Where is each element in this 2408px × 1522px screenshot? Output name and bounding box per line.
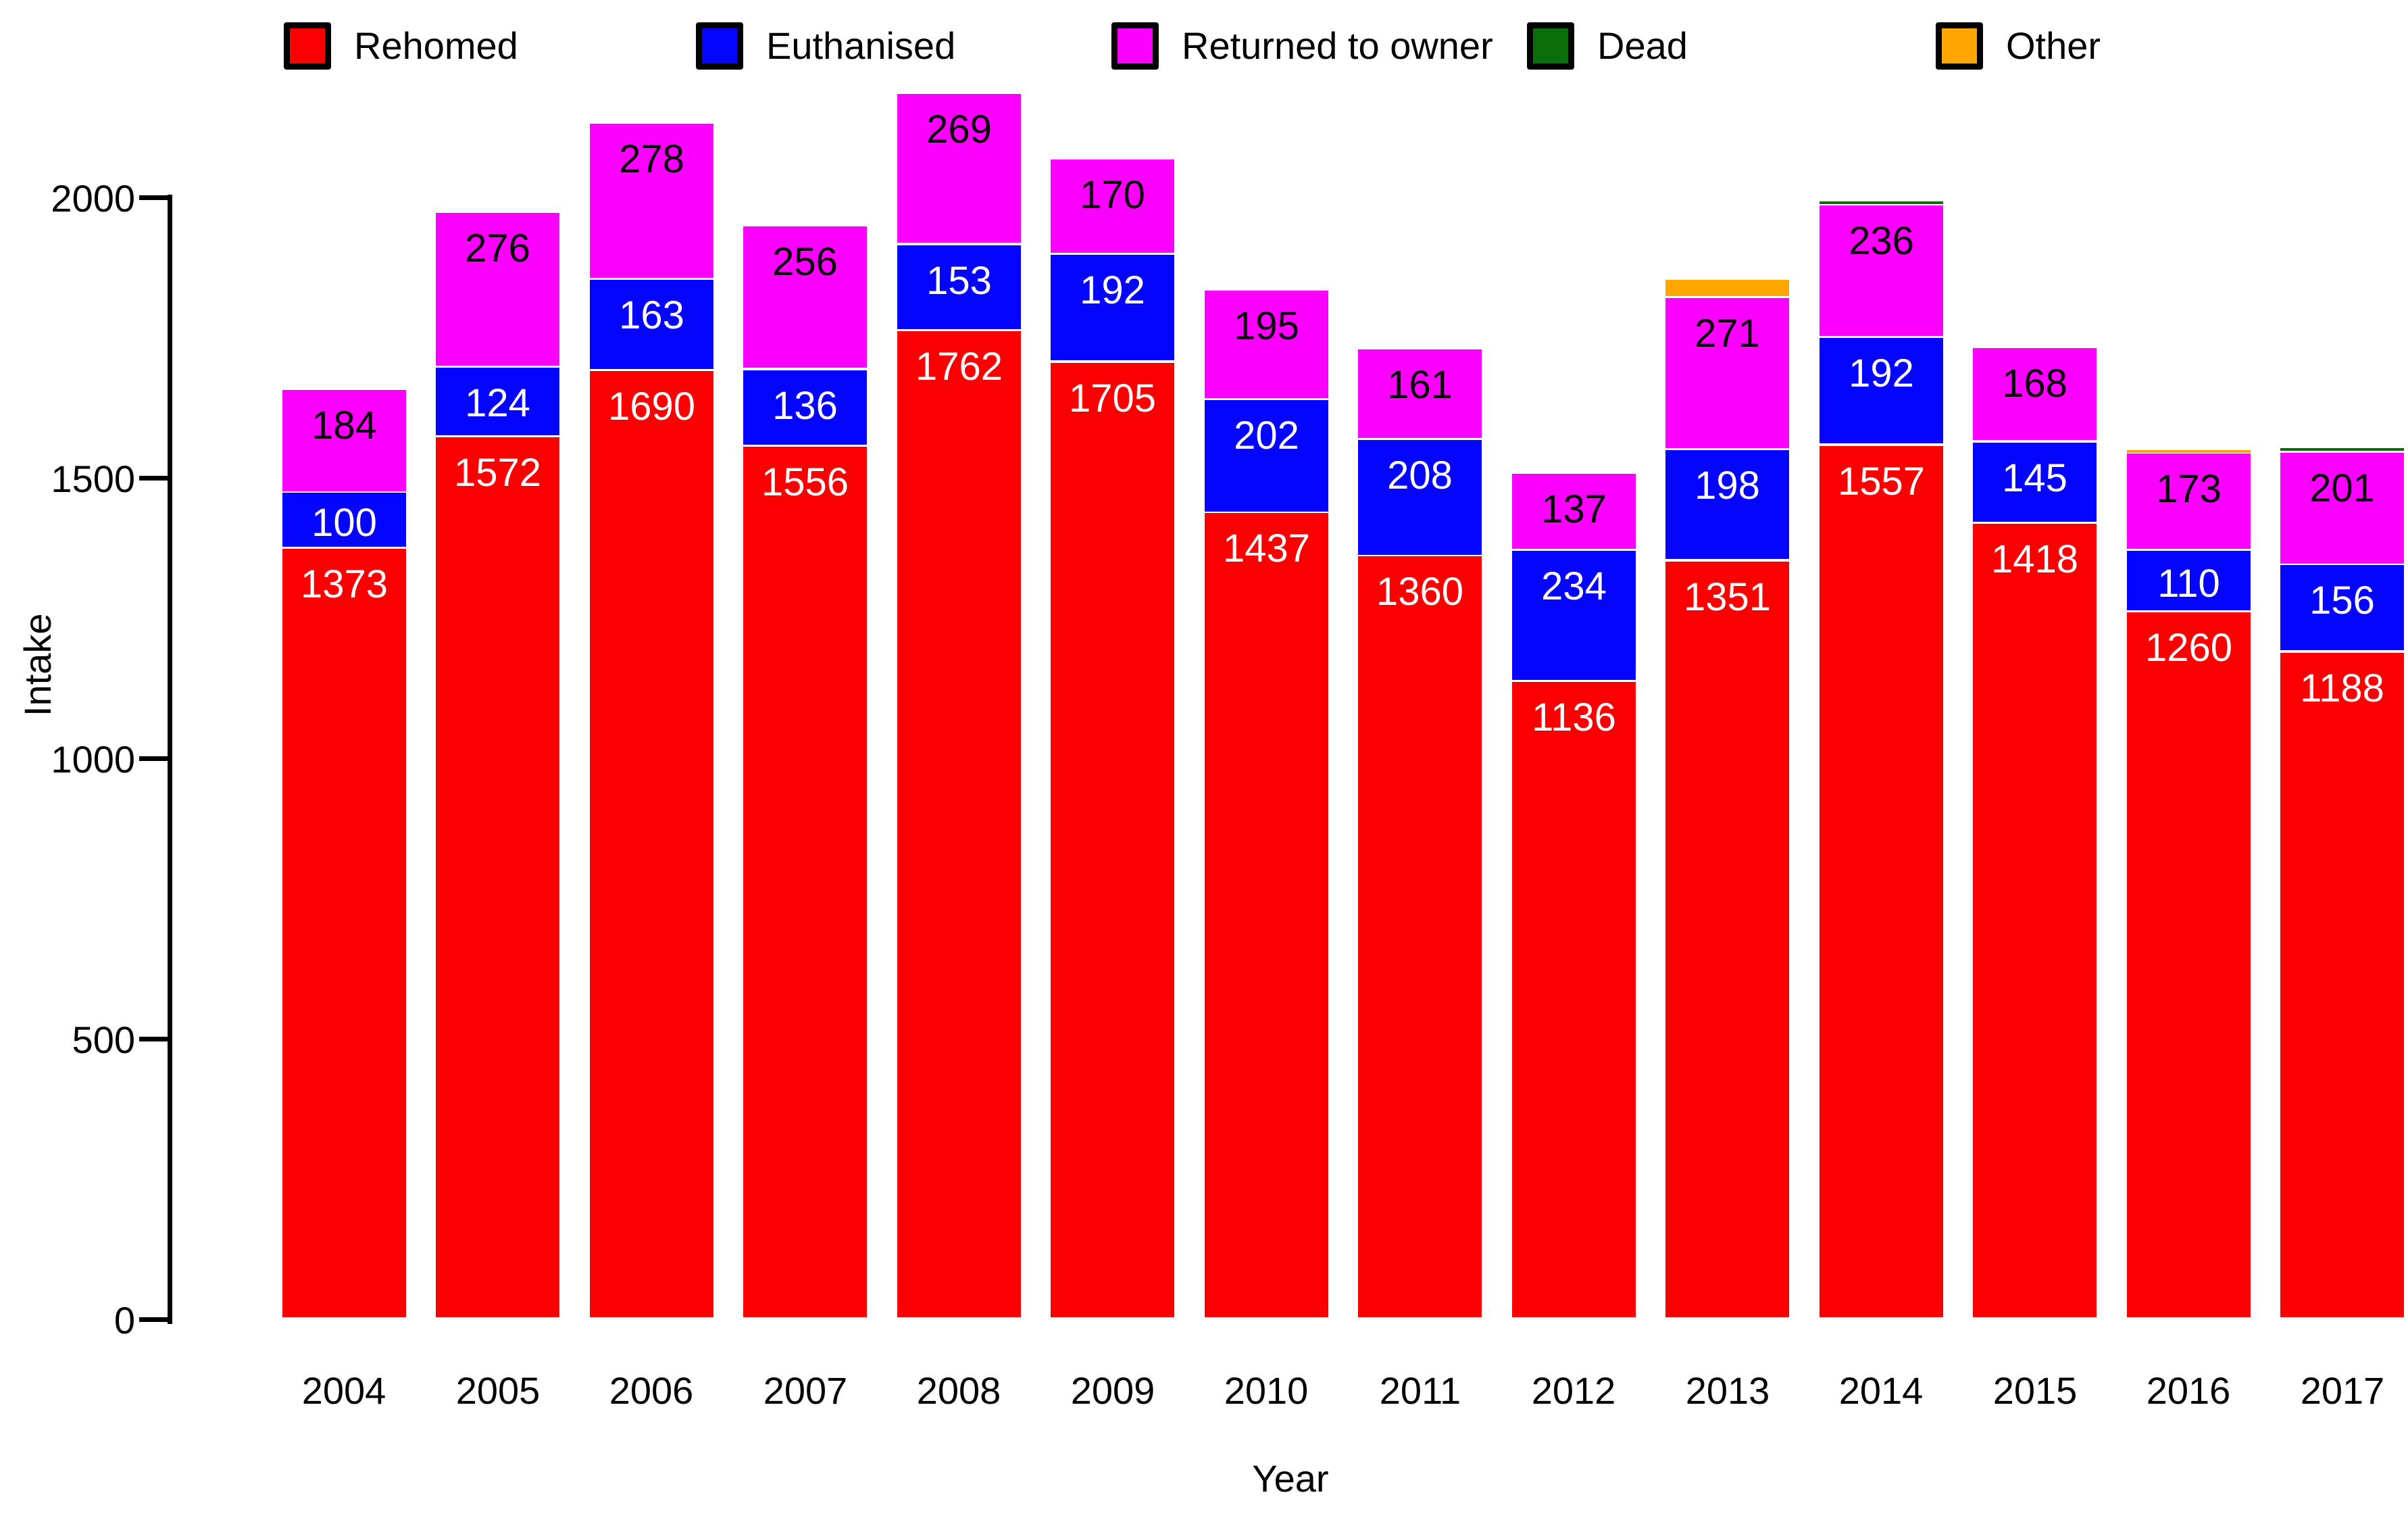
legend-swatch-icon	[1527, 22, 1574, 70]
y-tick-label: 1000	[51, 738, 135, 781]
x-tick-label-2009: 2009	[1070, 1369, 1155, 1412]
bar-segment-returned-to-owner-2013	[1665, 298, 1789, 448]
bar-segment-euthanised-2010	[1205, 400, 1328, 512]
bar-segment-rehomed-2009	[1051, 363, 1174, 1317]
bar-segment-rehomed-2015	[1973, 524, 2097, 1317]
bar-segment-rehomed-2010	[1205, 513, 1328, 1317]
bar-segment-euthanised-2007	[743, 370, 867, 445]
bar-segment-rehomed-2017	[2280, 653, 2404, 1317]
bar-segment-returned-to-owner-2007	[743, 226, 867, 368]
bar-segment-rehomed-2005	[436, 437, 559, 1317]
bar-segment-returned-to-owner-2009	[1051, 159, 1174, 253]
x-tick-label-2010: 2010	[1224, 1369, 1309, 1412]
bar-segment-returned-to-owner-2015	[1973, 348, 2097, 440]
bar-segment-rehomed-2004	[282, 549, 406, 1317]
bar-segment-returned-to-owner-2008	[897, 94, 1021, 243]
legend-item-dead: Dead	[1527, 22, 1688, 70]
x-tick-label-2004: 2004	[301, 1369, 386, 1412]
bar-segment-euthanised-2017	[2280, 565, 2404, 650]
x-tick-label-2011: 2011	[1379, 1369, 1461, 1412]
legend-item-other: Other	[1936, 22, 2101, 70]
bar-segment-returned-to-owner-2012	[1512, 474, 1636, 549]
x-tick-label-2015: 2015	[1992, 1369, 2078, 1412]
bar-segment-euthanised-2005	[436, 368, 559, 435]
bar-segment-returned-to-owner-2004	[282, 390, 406, 491]
bar-segment-euthanised-2008	[897, 245, 1021, 329]
y-tick-label: 500	[72, 1018, 135, 1061]
y-tick	[139, 756, 170, 761]
y-tick	[139, 476, 170, 481]
legend-label: Rehomed	[354, 24, 518, 67]
bar-segment-returned-to-owner-2010	[1205, 291, 1328, 398]
bar-segment-other-2013	[1665, 280, 1789, 296]
y-tick	[139, 1317, 170, 1322]
x-tick-label-2007: 2007	[763, 1369, 848, 1412]
bar-segment-rehomed-2007	[743, 447, 867, 1317]
legend-label: Returned to owner	[1182, 24, 1493, 67]
y-tick-label: 0	[114, 1299, 135, 1342]
y-tick-label: 2000	[51, 177, 135, 220]
x-tick-label-2016: 2016	[2146, 1369, 2231, 1412]
bar-segment-other-2016	[2127, 450, 2251, 453]
y-axis-title: Intake	[16, 613, 59, 716]
bar-segment-returned-to-owner-2014	[1820, 205, 1943, 336]
y-tick	[139, 195, 170, 200]
bar-segment-euthanised-2011	[1358, 440, 1482, 555]
y-tick	[139, 1037, 170, 1041]
x-tick-label-2014: 2014	[1838, 1369, 1924, 1412]
bar-segment-returned-to-owner-2006	[590, 124, 713, 278]
x-tick-label-2012: 2012	[1531, 1369, 1616, 1412]
bar-segment-returned-to-owner-2011	[1358, 349, 1482, 438]
bar-segment-rehomed-2014	[1820, 446, 1943, 1317]
legend-item-returned-to-owner: Returned to owner	[1111, 22, 1493, 70]
x-axis-title: Year	[1252, 1457, 1329, 1500]
bar-segment-returned-to-owner-2017	[2280, 453, 2404, 564]
bar-segment-euthanised-2016	[2127, 551, 2251, 610]
bar-segment-rehomed-2013	[1665, 562, 1789, 1317]
legend-swatch-icon	[284, 22, 331, 70]
bar-segment-rehomed-2011	[1358, 556, 1482, 1317]
bar-segment-euthanised-2015	[1973, 443, 2097, 522]
legend-label: Euthanised	[766, 24, 956, 67]
bar-segment-euthanised-2012	[1512, 551, 1636, 680]
x-tick-label-2013: 2013	[1685, 1369, 1770, 1412]
legend-item-euthanised: Euthanised	[696, 22, 956, 70]
legend-swatch-icon	[1111, 22, 1159, 70]
x-tick-label-2006: 2006	[609, 1369, 694, 1412]
legend-swatch-icon	[696, 22, 743, 70]
x-tick-label-2008: 2008	[916, 1369, 1001, 1412]
bar-segment-euthanised-2009	[1051, 255, 1174, 360]
bar-segment-dead-2017	[2280, 448, 2404, 451]
legend-item-rehomed: Rehomed	[284, 22, 518, 70]
bar-segment-euthanised-2004	[282, 493, 406, 547]
bar-segment-dead-2014	[1820, 201, 1943, 204]
bar-segment-euthanised-2013	[1665, 450, 1789, 559]
legend-label: Other	[2006, 24, 2101, 67]
legend-label: Dead	[1597, 24, 1688, 67]
y-tick-label: 1500	[51, 458, 135, 500]
bar-segment-rehomed-2008	[897, 331, 1021, 1317]
x-tick-label-2017: 2017	[2300, 1369, 2385, 1412]
bar-segment-returned-to-owner-2016	[2127, 453, 2251, 549]
legend-swatch-icon	[1936, 22, 1983, 70]
bar-segment-rehomed-2006	[590, 371, 713, 1317]
bar-segment-euthanised-2014	[1820, 338, 1943, 443]
bar-segment-euthanised-2006	[590, 280, 713, 369]
x-tick-label-2005: 2005	[455, 1369, 541, 1412]
bar-segment-rehomed-2012	[1512, 682, 1636, 1317]
bar-segment-rehomed-2016	[2127, 612, 2251, 1317]
bar-segment-returned-to-owner-2005	[436, 213, 559, 366]
